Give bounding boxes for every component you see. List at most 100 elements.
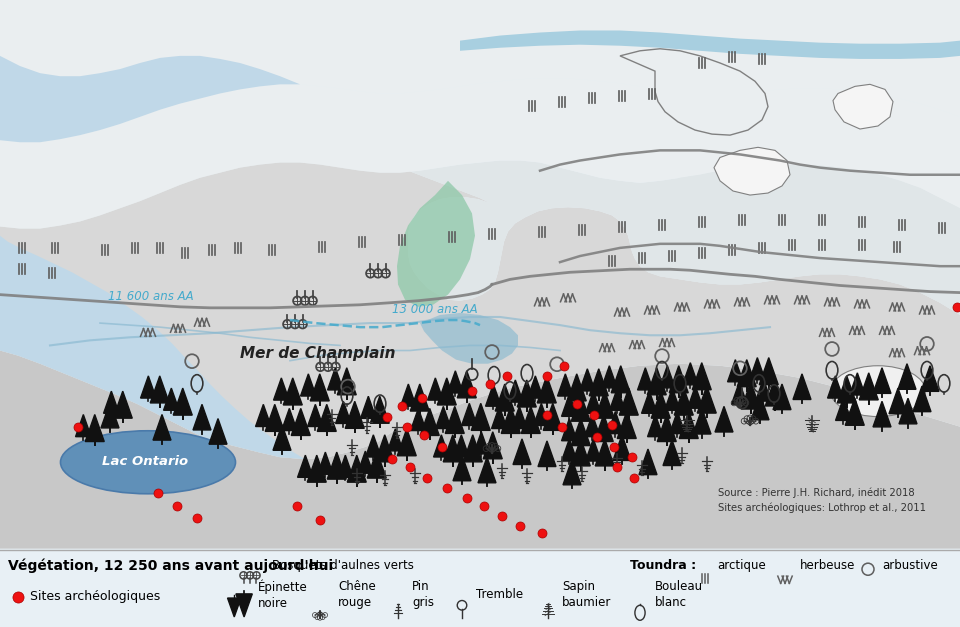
Polygon shape xyxy=(750,357,765,380)
Text: Épinette
noire: Épinette noire xyxy=(258,579,308,610)
Polygon shape xyxy=(283,378,302,405)
Polygon shape xyxy=(375,435,395,462)
Text: Sapin
baumier: Sapin baumier xyxy=(562,581,612,609)
Text: Végétation, 12 250 ans avant aujourd'hui: Végétation, 12 250 ans avant aujourd'hui xyxy=(8,559,333,573)
Polygon shape xyxy=(508,380,523,402)
Ellipse shape xyxy=(60,431,235,494)
Polygon shape xyxy=(300,374,316,396)
Polygon shape xyxy=(663,440,681,465)
Text: Bouleau
blanc: Bouleau blanc xyxy=(655,581,703,609)
Polygon shape xyxy=(400,384,416,406)
Polygon shape xyxy=(687,386,703,408)
Polygon shape xyxy=(307,455,326,482)
Polygon shape xyxy=(444,435,463,462)
Text: Toundra :: Toundra : xyxy=(630,559,696,572)
Polygon shape xyxy=(571,394,590,421)
Polygon shape xyxy=(683,362,698,385)
Polygon shape xyxy=(648,414,663,436)
Polygon shape xyxy=(728,360,743,382)
Polygon shape xyxy=(460,31,960,59)
Polygon shape xyxy=(538,441,556,466)
Polygon shape xyxy=(741,382,760,409)
Polygon shape xyxy=(338,455,353,477)
Polygon shape xyxy=(693,408,711,434)
Polygon shape xyxy=(420,313,518,364)
Polygon shape xyxy=(473,432,490,454)
Polygon shape xyxy=(410,384,429,411)
Polygon shape xyxy=(756,379,771,401)
Polygon shape xyxy=(563,459,581,485)
Polygon shape xyxy=(595,391,614,418)
Polygon shape xyxy=(453,455,471,481)
Polygon shape xyxy=(104,391,119,413)
Text: 13 000 ans AA: 13 000 ans AA xyxy=(392,303,478,316)
Polygon shape xyxy=(641,391,658,413)
Polygon shape xyxy=(828,376,843,398)
Polygon shape xyxy=(337,368,356,395)
Polygon shape xyxy=(411,408,426,431)
Text: arbustive: arbustive xyxy=(882,559,938,572)
Polygon shape xyxy=(674,388,693,415)
Polygon shape xyxy=(697,386,716,413)
Polygon shape xyxy=(612,366,631,393)
Polygon shape xyxy=(361,396,376,418)
Polygon shape xyxy=(610,388,625,410)
Polygon shape xyxy=(586,439,601,461)
Polygon shape xyxy=(692,362,711,390)
Polygon shape xyxy=(291,408,310,435)
Ellipse shape xyxy=(830,366,925,416)
Polygon shape xyxy=(669,366,688,393)
Polygon shape xyxy=(921,366,939,391)
Text: Mer de Champlain: Mer de Champlain xyxy=(240,345,396,361)
Polygon shape xyxy=(0,350,960,549)
Polygon shape xyxy=(751,394,769,420)
Polygon shape xyxy=(327,368,343,390)
Polygon shape xyxy=(228,598,241,617)
Polygon shape xyxy=(471,403,491,430)
Polygon shape xyxy=(651,391,670,418)
Polygon shape xyxy=(543,403,563,430)
Text: Bosquets d'aulnes verts: Bosquets d'aulnes verts xyxy=(272,559,414,572)
Polygon shape xyxy=(281,408,298,431)
Polygon shape xyxy=(388,429,403,451)
Polygon shape xyxy=(0,0,300,142)
Polygon shape xyxy=(236,594,252,617)
Polygon shape xyxy=(680,411,698,438)
Polygon shape xyxy=(85,414,105,441)
Polygon shape xyxy=(521,406,540,433)
Polygon shape xyxy=(732,382,747,404)
Polygon shape xyxy=(513,439,531,465)
Polygon shape xyxy=(640,164,960,315)
Polygon shape xyxy=(837,376,856,403)
Polygon shape xyxy=(571,419,590,446)
Polygon shape xyxy=(0,78,960,229)
Polygon shape xyxy=(639,449,657,475)
Polygon shape xyxy=(274,378,289,400)
Polygon shape xyxy=(517,380,537,407)
Polygon shape xyxy=(585,414,600,436)
Polygon shape xyxy=(420,408,440,435)
Polygon shape xyxy=(773,384,791,409)
Polygon shape xyxy=(368,451,386,478)
Polygon shape xyxy=(462,403,477,426)
Text: Chêne
rouge: Chêne rouge xyxy=(338,581,375,609)
Polygon shape xyxy=(873,401,891,427)
Polygon shape xyxy=(153,414,171,440)
Polygon shape xyxy=(298,455,313,477)
Polygon shape xyxy=(327,452,347,479)
Polygon shape xyxy=(317,404,336,431)
Polygon shape xyxy=(453,435,469,457)
Polygon shape xyxy=(608,411,623,434)
Polygon shape xyxy=(889,388,907,414)
Polygon shape xyxy=(483,432,502,459)
Polygon shape xyxy=(898,364,916,389)
Polygon shape xyxy=(899,398,917,424)
Polygon shape xyxy=(445,406,465,433)
Polygon shape xyxy=(512,406,527,428)
Polygon shape xyxy=(637,368,653,390)
Polygon shape xyxy=(307,404,324,426)
Polygon shape xyxy=(586,391,601,413)
Polygon shape xyxy=(478,457,496,483)
Polygon shape xyxy=(113,391,132,418)
Polygon shape xyxy=(647,368,666,395)
